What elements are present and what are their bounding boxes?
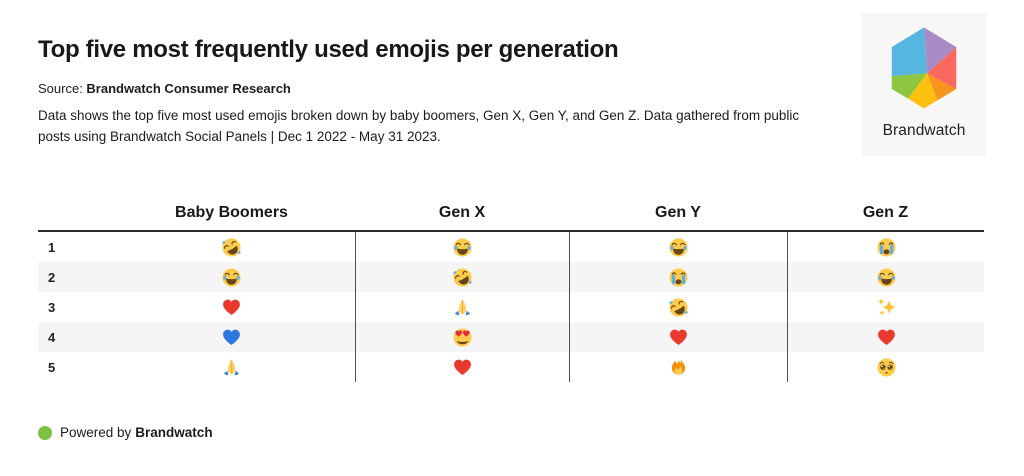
emoji-table-grid: Baby Boomers Gen X Gen Y Gen Z 1 2 3 4 5 bbox=[38, 195, 984, 382]
rank-cell: 2 bbox=[38, 262, 108, 292]
page-title: Top five most frequently used emojis per… bbox=[38, 36, 619, 63]
red-heart-emoji bbox=[569, 322, 787, 352]
emoji-table: Baby Boomers Gen X Gen Y Gen Z 1 2 3 4 5 bbox=[38, 195, 984, 382]
green-dot-icon bbox=[38, 425, 52, 440]
column-header-gen-x: Gen X bbox=[355, 195, 569, 232]
column-header-gen-z: Gen Z bbox=[787, 195, 984, 232]
heart-eyes-emoji bbox=[355, 322, 569, 352]
powered-by-text: Powered by bbox=[60, 425, 132, 440]
joy-emoji bbox=[569, 232, 787, 262]
rofl-emoji bbox=[355, 262, 569, 292]
red-heart-emoji bbox=[108, 292, 355, 322]
column-header-baby-boomers: Baby Boomers bbox=[108, 195, 355, 232]
source-name: Brandwatch Consumer Research bbox=[86, 81, 291, 96]
header-block: Top five most frequently used emojis per… bbox=[38, 36, 838, 147]
fire-emoji bbox=[569, 352, 787, 382]
source-line: Source: Brandwatch Consumer Research bbox=[38, 81, 838, 96]
red-heart-emoji bbox=[787, 322, 984, 352]
blue-heart-emoji bbox=[108, 322, 355, 352]
rank-cell: 3 bbox=[48, 299, 56, 315]
powered-by-brand: Brandwatch bbox=[135, 425, 213, 440]
folded-hands-emoji bbox=[355, 292, 569, 322]
description: Data shows the top five most used emojis… bbox=[38, 108, 800, 144]
rofl-emoji bbox=[569, 292, 787, 322]
source-prefix: Source: bbox=[38, 81, 87, 96]
rank-cell: 5 bbox=[48, 359, 56, 375]
powered-by-footer: Powered by Brandwatch bbox=[38, 425, 213, 440]
brandwatch-logo-label: Brandwatch bbox=[882, 122, 966, 139]
rank-cell: 4 bbox=[38, 322, 108, 352]
sparkles-emoji bbox=[787, 292, 984, 322]
joy-emoji bbox=[355, 232, 569, 262]
loudly-crying-emoji bbox=[569, 262, 787, 292]
pleading-emoji bbox=[787, 352, 984, 382]
rank-cell: 1 bbox=[48, 239, 56, 255]
rofl-emoji bbox=[108, 232, 355, 262]
brandwatch-logo-card: Brandwatch bbox=[862, 13, 986, 156]
red-heart-emoji bbox=[355, 352, 569, 382]
column-header-gen-y: Gen Y bbox=[569, 195, 787, 232]
loudly-crying-emoji bbox=[787, 232, 984, 262]
joy-emoji bbox=[108, 262, 355, 292]
brandwatch-hexagon-icon bbox=[886, 26, 962, 115]
rank-column-header bbox=[38, 195, 108, 232]
folded-hands-emoji bbox=[108, 352, 355, 382]
joy-emoji bbox=[787, 262, 984, 292]
